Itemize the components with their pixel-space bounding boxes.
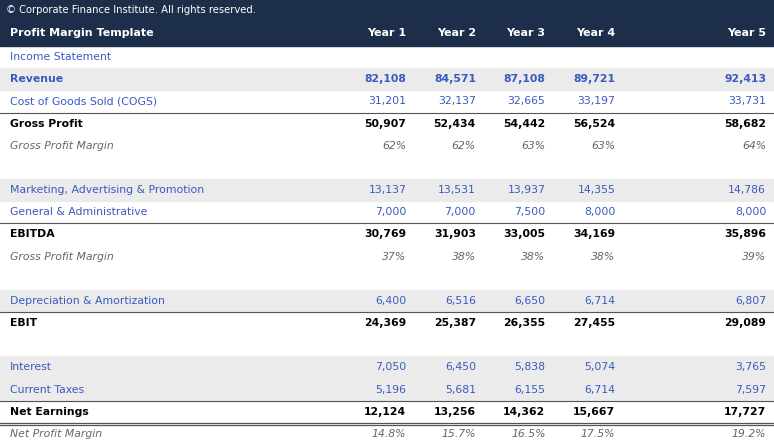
Text: 26,355: 26,355 [503,318,546,328]
Bar [0,290,774,312]
Text: 13,531: 13,531 [438,185,476,195]
Text: 63%: 63% [522,141,546,151]
Text: 32,137: 32,137 [438,97,476,106]
Text: Year 4: Year 4 [576,28,615,38]
Text: 14.8%: 14.8% [372,429,406,439]
Text: 5,196: 5,196 [375,384,406,395]
Text: 33,731: 33,731 [728,97,766,106]
Text: 62%: 62% [452,141,476,151]
Bar [0,356,774,379]
Text: Year 2: Year 2 [437,28,476,38]
Text: 8,000: 8,000 [735,207,766,217]
Text: 37%: 37% [382,251,406,262]
Text: 25,387: 25,387 [433,318,476,328]
Text: 7,000: 7,000 [375,207,406,217]
Text: Interest: Interest [10,362,52,372]
Text: 6,714: 6,714 [584,384,615,395]
Text: 38%: 38% [452,251,476,262]
Bar [0,20,774,46]
Text: 29,089: 29,089 [724,318,766,328]
Text: 6,155: 6,155 [515,384,546,395]
Text: 39%: 39% [742,251,766,262]
Text: 32,665: 32,665 [508,97,546,106]
Text: 35,896: 35,896 [724,230,766,239]
Text: 50,907: 50,907 [365,118,406,129]
Text: Gross Profit: Gross Profit [10,118,83,129]
Text: Year 5: Year 5 [727,28,766,38]
Text: Net Earnings: Net Earnings [10,407,88,417]
Text: 6,450: 6,450 [445,362,476,372]
Text: 3,765: 3,765 [735,362,766,372]
Text: 33,197: 33,197 [577,97,615,106]
Text: 14,355: 14,355 [577,185,615,195]
Text: 12,124: 12,124 [364,407,406,417]
Text: Year 3: Year 3 [506,28,546,38]
Text: 13,137: 13,137 [368,185,406,195]
Text: 8,000: 8,000 [584,207,615,217]
Text: 7,000: 7,000 [444,207,476,217]
Text: Year 1: Year 1 [367,28,406,38]
Bar [0,179,774,201]
Text: 7,597: 7,597 [735,384,766,395]
Bar [0,0,774,20]
Text: 6,516: 6,516 [445,296,476,306]
Text: EBITDA: EBITDA [10,230,54,239]
Text: 7,050: 7,050 [375,362,406,372]
Text: 5,681: 5,681 [445,384,476,395]
Text: EBIT: EBIT [10,318,37,328]
Text: 52,434: 52,434 [433,118,476,129]
Text: 89,721: 89,721 [574,74,615,84]
Text: Profit Margin Template: Profit Margin Template [10,28,153,38]
Text: Revenue: Revenue [10,74,63,84]
Text: 38%: 38% [522,251,546,262]
Text: 87,108: 87,108 [504,74,546,84]
Text: Depreciation & Amortization: Depreciation & Amortization [10,296,165,306]
Text: 27,455: 27,455 [573,318,615,328]
Text: Current Taxes: Current Taxes [10,384,84,395]
Text: 14,786: 14,786 [728,185,766,195]
Text: 54,442: 54,442 [503,118,546,129]
Text: 14,362: 14,362 [503,407,546,417]
Text: 64%: 64% [742,141,766,151]
Bar [0,68,774,90]
Text: General & Administrative: General & Administrative [10,207,147,217]
Text: 92,413: 92,413 [724,74,766,84]
Text: Cost of Goods Sold (COGS): Cost of Goods Sold (COGS) [10,97,157,106]
Text: 5,074: 5,074 [584,362,615,372]
Text: 15.7%: 15.7% [441,429,476,439]
Text: Gross Profit Margin: Gross Profit Margin [10,251,114,262]
Text: 15,667: 15,667 [573,407,615,417]
Text: 63%: 63% [591,141,615,151]
Text: 16.5%: 16.5% [511,429,546,439]
Text: 31,201: 31,201 [368,97,406,106]
Text: 13,256: 13,256 [433,407,476,417]
Text: 17,727: 17,727 [724,407,766,417]
Text: Net Profit Margin: Net Profit Margin [10,429,102,439]
Text: 34,169: 34,169 [573,230,615,239]
Text: Marketing, Advertising & Promotion: Marketing, Advertising & Promotion [10,185,204,195]
Text: 30,769: 30,769 [364,230,406,239]
Text: 6,714: 6,714 [584,296,615,306]
Text: 19.2%: 19.2% [731,429,766,439]
Text: 31,903: 31,903 [434,230,476,239]
Text: 33,005: 33,005 [504,230,546,239]
Bar [0,379,774,400]
Text: 6,650: 6,650 [515,296,546,306]
Text: 38%: 38% [591,251,615,262]
Text: 6,400: 6,400 [375,296,406,306]
Text: 17.5%: 17.5% [580,429,615,439]
Text: 62%: 62% [382,141,406,151]
Text: 82,108: 82,108 [365,74,406,84]
Text: 5,838: 5,838 [515,362,546,372]
Text: Gross Profit Margin: Gross Profit Margin [10,141,114,151]
Text: 58,682: 58,682 [724,118,766,129]
Text: 56,524: 56,524 [573,118,615,129]
Text: 6,807: 6,807 [735,296,766,306]
Text: 24,369: 24,369 [364,318,406,328]
Text: 7,500: 7,500 [514,207,546,217]
Text: 13,937: 13,937 [508,185,546,195]
Text: © Corporate Finance Institute. All rights reserved.: © Corporate Finance Institute. All right… [6,5,256,15]
Text: 84,571: 84,571 [434,74,476,84]
Text: Income Statement: Income Statement [10,52,111,62]
